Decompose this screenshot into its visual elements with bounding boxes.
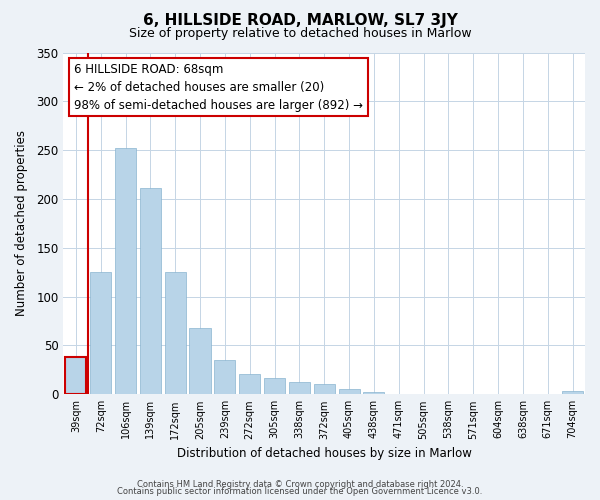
Bar [239,374,260,394]
Text: Size of property relative to detached houses in Marlow: Size of property relative to detached ho… [128,28,472,40]
Text: Contains HM Land Registry data © Crown copyright and database right 2024.: Contains HM Land Registry data © Crown c… [137,480,463,489]
Bar [214,360,235,394]
Bar [314,384,335,394]
Text: 6 HILLSIDE ROAD: 68sqm
← 2% of detached houses are smaller (20)
98% of semi-deta: 6 HILLSIDE ROAD: 68sqm ← 2% of detached … [74,63,363,112]
Bar [289,382,310,394]
Bar [115,148,136,394]
Text: Contains public sector information licensed under the Open Government Licence v3: Contains public sector information licen… [118,488,482,496]
Bar [164,272,186,394]
Bar [562,392,583,394]
X-axis label: Distribution of detached houses by size in Marlow: Distribution of detached houses by size … [177,447,472,460]
Bar [364,392,385,394]
Text: 6, HILLSIDE ROAD, MARLOW, SL7 3JY: 6, HILLSIDE ROAD, MARLOW, SL7 3JY [143,12,457,28]
Bar [90,272,111,394]
Y-axis label: Number of detached properties: Number of detached properties [15,130,28,316]
Bar [338,390,359,394]
Bar [140,188,161,394]
Bar [190,328,211,394]
Bar [264,378,285,394]
Bar [65,357,86,395]
